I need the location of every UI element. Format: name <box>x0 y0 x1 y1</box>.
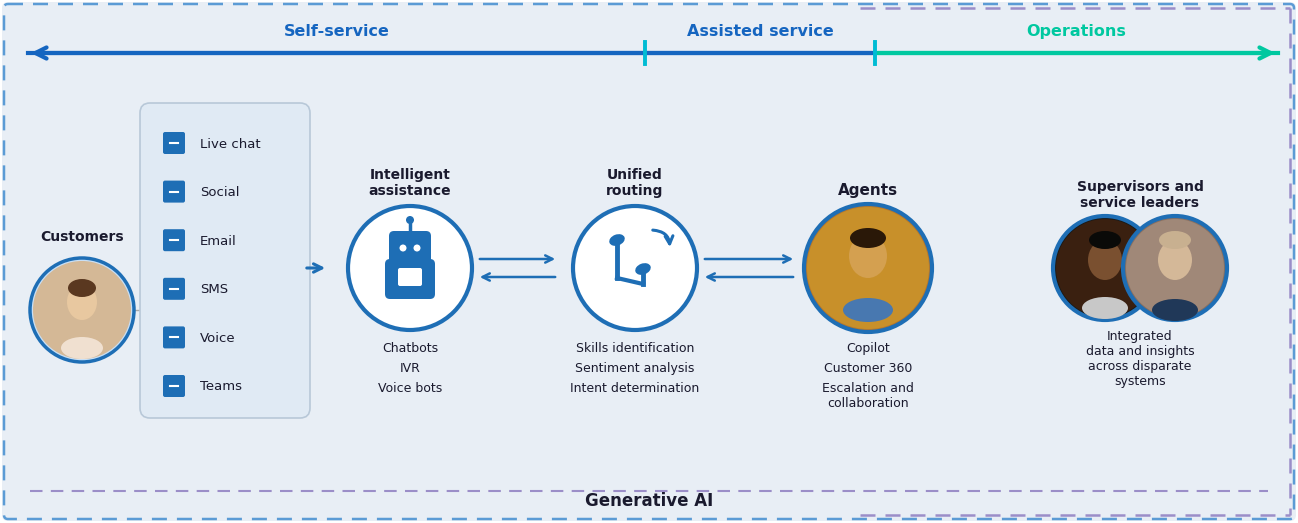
Text: Supervisors and
service leaders: Supervisors and service leaders <box>1076 180 1203 210</box>
Circle shape <box>30 258 134 362</box>
Ellipse shape <box>842 298 893 322</box>
Circle shape <box>572 206 697 330</box>
Text: Live chat: Live chat <box>200 138 261 151</box>
FancyBboxPatch shape <box>386 259 435 299</box>
Text: Sentiment analysis: Sentiment analysis <box>575 362 694 375</box>
FancyBboxPatch shape <box>389 231 431 267</box>
Ellipse shape <box>850 228 887 248</box>
Text: Email: Email <box>200 235 236 248</box>
Circle shape <box>32 261 131 359</box>
Text: Intelligent
assistance: Intelligent assistance <box>369 168 452 198</box>
Text: Copilot: Copilot <box>846 342 890 355</box>
Ellipse shape <box>67 284 97 320</box>
Text: Chatbots: Chatbots <box>382 342 437 355</box>
FancyBboxPatch shape <box>164 326 186 348</box>
Circle shape <box>803 204 932 332</box>
FancyBboxPatch shape <box>164 375 186 397</box>
Circle shape <box>807 207 929 329</box>
Text: Generative AI: Generative AI <box>585 492 713 510</box>
Text: Social: Social <box>200 186 240 199</box>
Ellipse shape <box>61 337 103 359</box>
Ellipse shape <box>609 234 624 246</box>
Text: Unified
routing: Unified routing <box>606 168 663 198</box>
Circle shape <box>400 244 406 252</box>
Ellipse shape <box>1089 231 1121 249</box>
Text: Intent determination: Intent determination <box>570 382 700 395</box>
Text: Customers: Customers <box>40 230 123 244</box>
Text: IVR: IVR <box>400 362 421 375</box>
Text: Operations: Operations <box>1027 24 1127 39</box>
Circle shape <box>406 216 414 224</box>
FancyBboxPatch shape <box>164 132 186 154</box>
Text: Voice: Voice <box>200 332 236 345</box>
Ellipse shape <box>849 234 887 278</box>
Circle shape <box>348 206 472 330</box>
Text: Teams: Teams <box>200 381 241 393</box>
Text: Integrated
data and insights
across disparate
systems: Integrated data and insights across disp… <box>1085 330 1194 388</box>
FancyBboxPatch shape <box>164 229 186 251</box>
FancyBboxPatch shape <box>164 180 186 202</box>
Text: Self-service: Self-service <box>283 24 389 39</box>
Circle shape <box>414 244 421 252</box>
Ellipse shape <box>635 263 650 275</box>
Text: SMS: SMS <box>200 283 228 297</box>
FancyBboxPatch shape <box>3 2 1295 521</box>
Text: Escalation and
collaboration: Escalation and collaboration <box>822 382 914 410</box>
Text: Skills identification: Skills identification <box>576 342 694 355</box>
Text: Voice bots: Voice bots <box>378 382 443 395</box>
Text: Customer 360: Customer 360 <box>824 362 912 375</box>
FancyBboxPatch shape <box>398 268 422 286</box>
Ellipse shape <box>1153 299 1198 321</box>
Ellipse shape <box>1083 297 1128 319</box>
Ellipse shape <box>1158 240 1192 280</box>
Circle shape <box>1125 219 1224 317</box>
Ellipse shape <box>1159 231 1192 249</box>
Text: Agents: Agents <box>839 183 898 198</box>
FancyBboxPatch shape <box>164 278 186 300</box>
Ellipse shape <box>1088 240 1121 280</box>
Circle shape <box>1123 216 1227 320</box>
Ellipse shape <box>67 279 96 297</box>
Text: Assisted service: Assisted service <box>687 24 833 39</box>
FancyBboxPatch shape <box>140 103 310 418</box>
Circle shape <box>1053 216 1157 320</box>
Circle shape <box>1057 219 1154 317</box>
